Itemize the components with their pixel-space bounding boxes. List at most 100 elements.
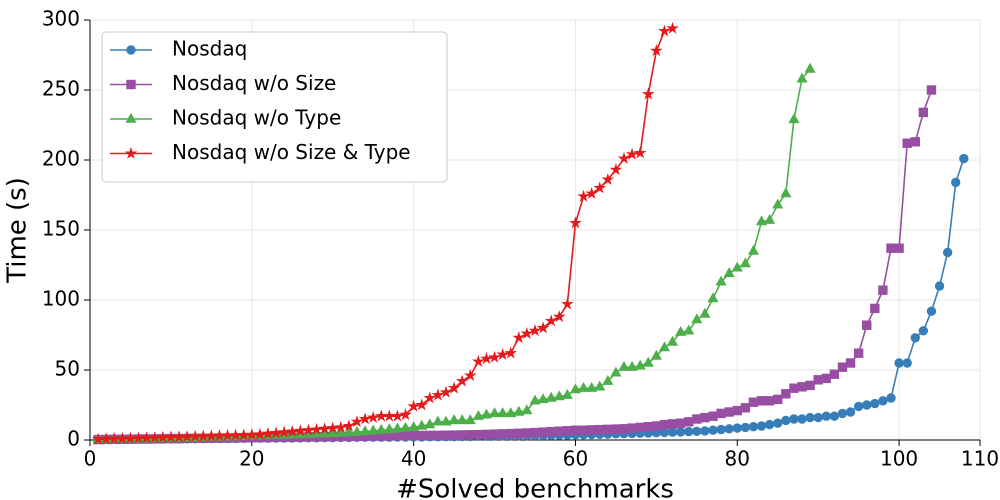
point xyxy=(417,430,427,441)
point xyxy=(424,418,436,429)
point xyxy=(716,408,726,419)
point xyxy=(886,243,896,253)
point xyxy=(570,425,581,435)
y-tick-label: 0 xyxy=(67,427,80,451)
point xyxy=(764,213,776,224)
point xyxy=(408,421,420,432)
legend: Nosdaq Nosdaq w/o Size Nosdaq w/o Type Nosd… xyxy=(101,31,448,183)
x-tick-label: 100 xyxy=(880,447,918,471)
point xyxy=(480,408,493,419)
legend-label: Nosdaq xyxy=(172,37,247,61)
point xyxy=(773,394,783,405)
point xyxy=(837,408,848,419)
point xyxy=(773,418,783,428)
point xyxy=(441,430,451,440)
point xyxy=(804,62,816,73)
point xyxy=(496,347,509,360)
point xyxy=(577,381,590,392)
x-axis-label: #Solved benchmarks xyxy=(396,475,674,500)
point xyxy=(488,407,501,418)
point xyxy=(748,422,759,432)
point xyxy=(780,187,792,198)
point xyxy=(408,430,419,441)
point xyxy=(488,350,501,363)
point xyxy=(796,72,808,83)
point xyxy=(650,349,662,360)
y-tick-label: 50 xyxy=(55,357,80,381)
point xyxy=(447,381,461,394)
point xyxy=(651,421,662,431)
point xyxy=(772,198,784,209)
point xyxy=(530,427,540,438)
point xyxy=(740,422,751,433)
point xyxy=(675,427,686,437)
point xyxy=(666,335,679,346)
point xyxy=(684,417,694,427)
point xyxy=(359,425,371,436)
point xyxy=(658,24,671,37)
x-tick-label: 0 xyxy=(84,447,97,471)
point xyxy=(464,414,476,425)
point xyxy=(124,146,138,159)
point xyxy=(585,186,598,199)
point xyxy=(472,409,484,420)
point xyxy=(439,385,453,398)
point xyxy=(910,333,920,343)
point xyxy=(455,374,469,387)
point xyxy=(489,429,500,439)
point xyxy=(641,87,655,100)
point xyxy=(805,412,815,423)
point xyxy=(667,427,678,437)
point xyxy=(862,320,872,330)
x-tick-label: 110 xyxy=(961,447,999,471)
point xyxy=(497,429,508,439)
point xyxy=(504,346,518,359)
point xyxy=(788,113,800,124)
y-tick-label: 300 xyxy=(42,7,80,31)
point xyxy=(918,326,929,336)
point xyxy=(699,307,711,318)
point xyxy=(522,428,532,438)
point xyxy=(926,306,937,316)
point xyxy=(870,303,880,314)
point xyxy=(862,400,872,410)
point xyxy=(433,430,443,441)
point xyxy=(506,428,516,439)
point xyxy=(813,412,823,423)
y-tick-label: 250 xyxy=(42,77,80,101)
point xyxy=(934,281,945,291)
point xyxy=(878,396,888,406)
point xyxy=(692,414,702,424)
point xyxy=(126,79,136,90)
point xyxy=(457,430,467,440)
point xyxy=(643,422,653,432)
point xyxy=(545,391,557,402)
point xyxy=(594,380,606,391)
point xyxy=(748,397,759,407)
point xyxy=(569,216,582,229)
point xyxy=(634,359,646,370)
series xyxy=(93,153,969,445)
point xyxy=(837,362,848,372)
point xyxy=(367,424,379,435)
point xyxy=(586,425,597,435)
point xyxy=(764,419,775,430)
point xyxy=(650,44,663,57)
point xyxy=(797,382,807,392)
point xyxy=(781,415,791,426)
point xyxy=(399,421,412,432)
point xyxy=(731,261,743,272)
point xyxy=(546,426,556,437)
point xyxy=(536,321,550,334)
point xyxy=(480,352,493,365)
point xyxy=(425,430,435,441)
point xyxy=(732,423,742,433)
point xyxy=(463,368,477,381)
point xyxy=(910,137,920,147)
point xyxy=(675,325,687,336)
point xyxy=(926,85,937,95)
point xyxy=(618,360,630,371)
point xyxy=(610,366,622,377)
point xyxy=(577,189,590,202)
point xyxy=(789,414,799,424)
